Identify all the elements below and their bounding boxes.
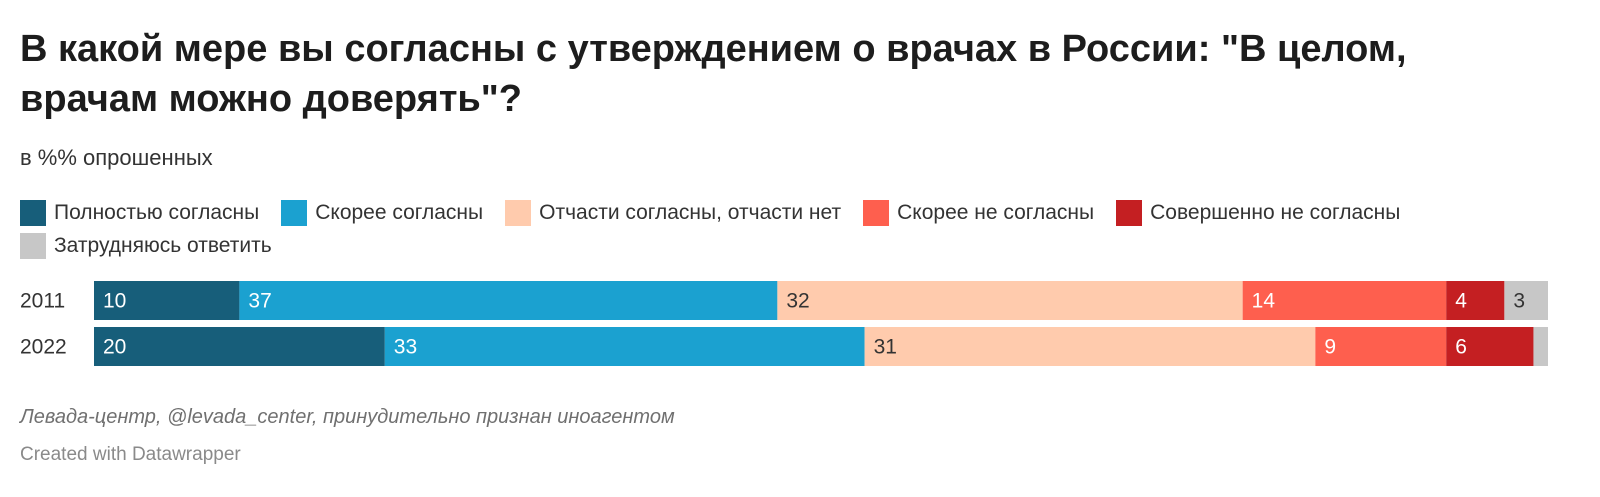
- legend-label: Совершенно не согласны: [1150, 201, 1401, 224]
- legend-label: Полностью согласны: [54, 201, 260, 224]
- bar-segment-2011-4: [1446, 281, 1505, 320]
- data-label-2022-2: 31: [874, 336, 897, 359]
- data-label-2022-0: 20: [103, 336, 126, 359]
- chart-legend: Полностью согласны Скорее согласны Отчас…: [20, 198, 1580, 264]
- legend-row: Затрудняюсь ответить: [20, 231, 1580, 261]
- legend-label: Отчасти согласны, отчасти нет: [539, 201, 842, 224]
- data-label-2011-4: 4: [1455, 290, 1467, 313]
- bar-segment-2011-0: [94, 281, 240, 320]
- data-label-2011-0: 10: [103, 290, 126, 313]
- legend-swatch: [505, 200, 532, 226]
- legend-label: Затрудняюсь ответить: [54, 234, 272, 257]
- legend-item: Затрудняюсь ответить: [20, 233, 272, 259]
- legend-item: Скорее согласны: [281, 200, 483, 226]
- legend-row: Полностью согласны Скорее согласны Отчас…: [20, 198, 1580, 228]
- data-label-2011-1: 37: [248, 290, 271, 313]
- legend-item: Полностью согласны: [20, 200, 259, 226]
- legend-swatch: [281, 200, 308, 226]
- legend-swatch: [20, 233, 46, 259]
- source-note: Левада-центр, @levada_center, принудител…: [20, 406, 675, 428]
- row-label-2011: 2011: [20, 290, 65, 313]
- data-label-2022-3: 9: [1324, 336, 1336, 359]
- legend-item: Скорее не согласны: [863, 200, 1094, 226]
- legend-item: Отчасти согласны, отчасти нет: [505, 200, 841, 226]
- legend-swatch: [863, 200, 890, 226]
- data-label-2011-3: 14: [1252, 290, 1276, 313]
- bar-segment-2011-3: [1242, 281, 1447, 320]
- bar-segment-2022-5: [1533, 327, 1548, 366]
- chart-title: В какой мере вы согласны с утверждением …: [20, 28, 1407, 120]
- legend-swatch: [1116, 200, 1143, 226]
- data-label-2022-1: 33: [394, 336, 417, 359]
- credit-note: Created with Datawrapper: [20, 444, 241, 465]
- legend-item: Совершенно не согласны: [1116, 200, 1400, 226]
- bar-segment-2011-1: [239, 281, 778, 320]
- bar-segment-2022-3: [1315, 327, 1447, 366]
- bar-segment-2022-0: [94, 327, 385, 366]
- legend-label: Скорее не согласны: [897, 201, 1095, 224]
- data-label-2011-5: 3: [1513, 290, 1525, 313]
- bar-segment-2022-2: [864, 327, 1316, 366]
- bar-segment-2011-5: [1504, 281, 1548, 320]
- chart-subtitle: в %% опрошенных: [20, 145, 213, 170]
- row-label-2022: 2022: [20, 336, 67, 359]
- data-label-2011-2: 32: [786, 290, 809, 313]
- legend-label: Скорее согласны: [315, 201, 484, 224]
- data-label-2022-4: 6: [1455, 336, 1467, 359]
- legend-swatch: [20, 200, 46, 226]
- bar-segment-2011-2: [777, 281, 1243, 320]
- bar-segment-2022-4: [1446, 327, 1534, 366]
- bar-segment-2022-1: [384, 327, 865, 366]
